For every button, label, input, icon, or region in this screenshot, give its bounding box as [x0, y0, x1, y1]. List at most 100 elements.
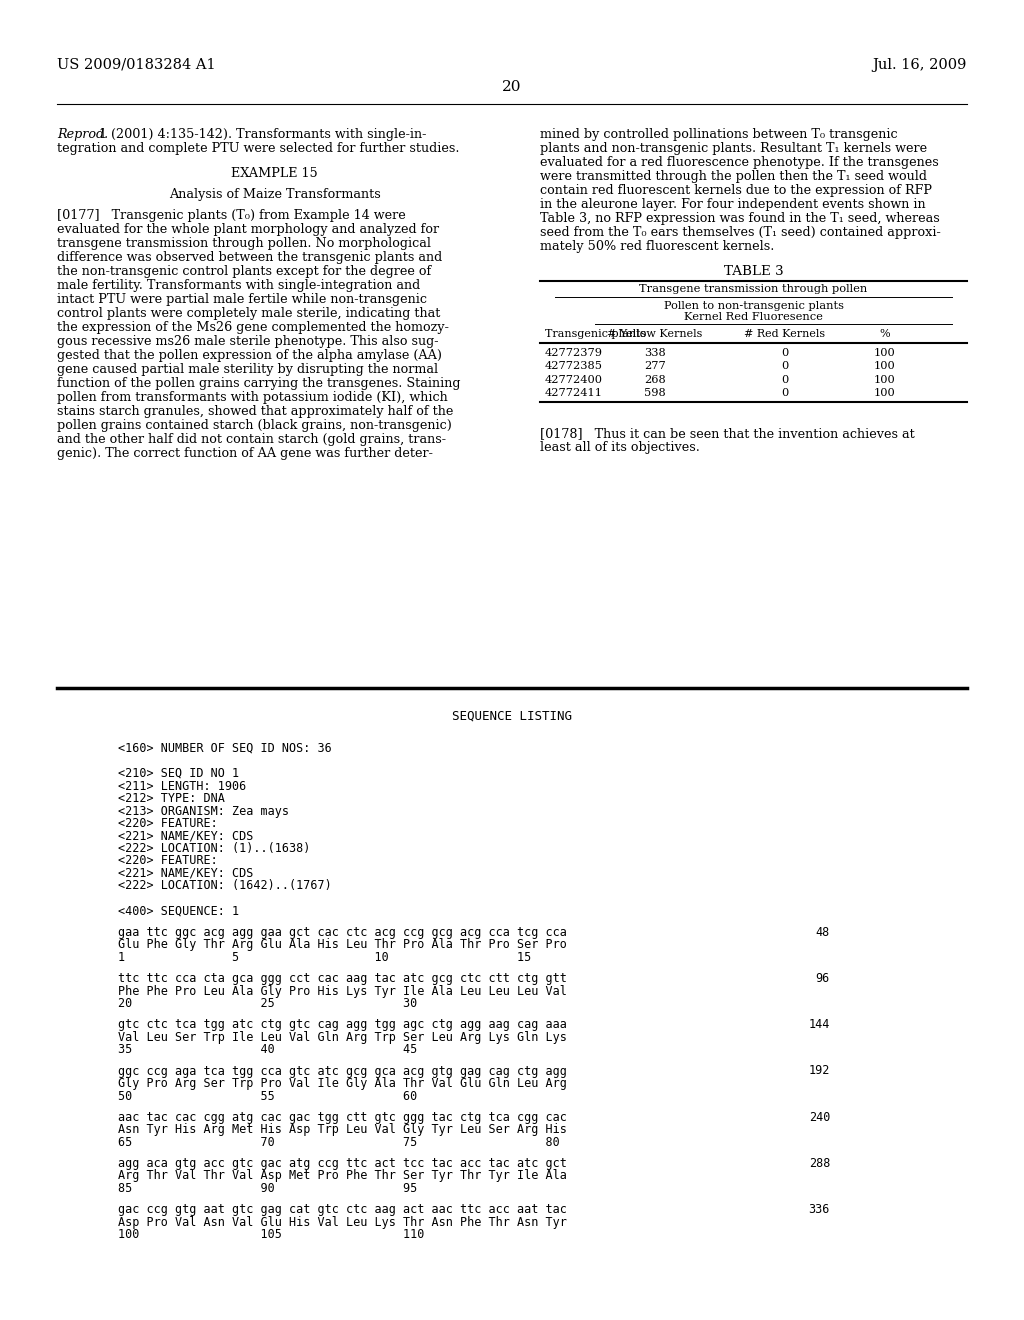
Text: function of the pollen grains carrying the transgenes. Staining: function of the pollen grains carrying t… — [57, 378, 461, 391]
Text: Val Leu Ser Trp Ile Leu Val Gln Arg Trp Ser Leu Arg Lys Gln Lys: Val Leu Ser Trp Ile Leu Val Gln Arg Trp … — [118, 1031, 567, 1044]
Text: evaluated for the whole plant morphology and analyzed for: evaluated for the whole plant morphology… — [57, 223, 439, 236]
Text: agg aca gtg acc gtc gac atg ccg ttc act tcc tac acc tac atc gct: agg aca gtg acc gtc gac atg ccg ttc act … — [118, 1158, 567, 1170]
Text: Asn Tyr His Arg Met His Asp Trp Leu Val Gly Tyr Leu Ser Arg His: Asn Tyr His Arg Met His Asp Trp Leu Val … — [118, 1123, 567, 1137]
Text: Jul. 16, 2009: Jul. 16, 2009 — [872, 58, 967, 73]
Text: <222> LOCATION: (1642)..(1767): <222> LOCATION: (1642)..(1767) — [118, 879, 332, 892]
Text: 100: 100 — [874, 388, 896, 399]
Text: intact PTU were partial male fertile while non-transgenic: intact PTU were partial male fertile whi… — [57, 293, 427, 306]
Text: <220> FEATURE:: <220> FEATURE: — [118, 854, 218, 867]
Text: 192: 192 — [809, 1064, 830, 1077]
Text: were transmitted through the pollen then the T₁ seed would: were transmitted through the pollen then… — [540, 170, 927, 183]
Text: 42772379: 42772379 — [545, 347, 603, 358]
Text: 100: 100 — [874, 362, 896, 371]
Text: mately 50% red fluorescent kernels.: mately 50% red fluorescent kernels. — [540, 240, 774, 253]
Text: genic). The correct function of AA gene was further deter-: genic). The correct function of AA gene … — [57, 447, 433, 461]
Text: SEQUENCE LISTING: SEQUENCE LISTING — [452, 710, 572, 723]
Text: 42772411: 42772411 — [545, 388, 603, 399]
Text: <220> FEATURE:: <220> FEATURE: — [118, 817, 218, 830]
Text: Transgene transmission through pollen: Transgene transmission through pollen — [639, 284, 867, 294]
Text: 268: 268 — [644, 375, 666, 384]
Text: contain red fluorescent kernels due to the expression of RFP: contain red fluorescent kernels due to t… — [540, 183, 932, 197]
Text: 277: 277 — [644, 362, 666, 371]
Text: [0177]   Transgenic plants (T₀) from Example 14 were: [0177] Transgenic plants (T₀) from Examp… — [57, 209, 406, 222]
Text: <213> ORGANISM: Zea mays: <213> ORGANISM: Zea mays — [118, 804, 289, 817]
Text: 598: 598 — [644, 388, 666, 399]
Text: pollen from transformants with potassium iodide (KI), which: pollen from transformants with potassium… — [57, 391, 447, 404]
Text: %: % — [880, 329, 890, 339]
Text: plants and non-transgenic plants. Resultant T₁ kernels were: plants and non-transgenic plants. Result… — [540, 143, 927, 154]
Text: in the aleurone layer. For four independent events shown in: in the aleurone layer. For four independ… — [540, 198, 926, 211]
Text: US 2009/0183284 A1: US 2009/0183284 A1 — [57, 58, 216, 73]
Text: control plants were completely male sterile, indicating that: control plants were completely male ster… — [57, 308, 440, 321]
Text: 96: 96 — [816, 972, 830, 985]
Text: difference was observed between the transgenic plants and: difference was observed between the tran… — [57, 251, 442, 264]
Text: 0: 0 — [781, 375, 788, 384]
Text: gtc ctc tca tgg atc ctg gtc cag agg tgg agc ctg agg aag cag aaa: gtc ctc tca tgg atc ctg gtc cag agg tgg … — [118, 1018, 567, 1031]
Text: Pollen to non-transgenic plants: Pollen to non-transgenic plants — [664, 301, 844, 310]
Text: 336: 336 — [809, 1204, 830, 1216]
Text: 338: 338 — [644, 347, 666, 358]
Text: <210> SEQ ID NO 1: <210> SEQ ID NO 1 — [118, 767, 240, 780]
Text: 0: 0 — [781, 347, 788, 358]
Text: gac ccg gtg aat gtc gag cat gtc ctc aag act aac ttc acc aat tac: gac ccg gtg aat gtc gag cat gtc ctc aag … — [118, 1204, 567, 1216]
Text: the non-transgenic control plants except for the degree of: the non-transgenic control plants except… — [57, 265, 431, 279]
Text: <211> LENGTH: 1906: <211> LENGTH: 1906 — [118, 780, 246, 792]
Text: 100: 100 — [874, 347, 896, 358]
Text: pollen grains contained starch (black grains, non-transgenic): pollen grains contained starch (black gr… — [57, 420, 452, 432]
Text: 0: 0 — [781, 362, 788, 371]
Text: the expression of the Ms26 gene complemented the homozy-: the expression of the Ms26 gene compleme… — [57, 321, 449, 334]
Text: Arg Thr Val Thr Val Asp Met Pro Phe Thr Ser Tyr Thr Tyr Ile Ala: Arg Thr Val Thr Val Asp Met Pro Phe Thr … — [118, 1170, 567, 1183]
Text: Asp Pro Val Asn Val Glu His Val Leu Lys Thr Asn Phe Thr Asn Tyr: Asp Pro Val Asn Val Glu His Val Leu Lys … — [118, 1216, 567, 1229]
Text: <221> NAME/KEY: CDS: <221> NAME/KEY: CDS — [118, 829, 253, 842]
Text: 35                  40                  45: 35 40 45 — [118, 1043, 417, 1056]
Text: 50                  55                  60: 50 55 60 — [118, 1089, 417, 1102]
Text: and the other half did not contain starch (gold grains, trans-: and the other half did not contain starc… — [57, 433, 446, 446]
Text: gene caused partial male sterility by disrupting the normal: gene caused partial male sterility by di… — [57, 363, 438, 376]
Text: aac tac cac cgg atg cac gac tgg ctt gtc ggg tac ctg tca cgg cac: aac tac cac cgg atg cac gac tgg ctt gtc … — [118, 1110, 567, 1123]
Text: 1               5                   10                  15: 1 5 10 15 — [118, 950, 531, 964]
Text: [0178]   Thus it can be seen that the invention achieves at: [0178] Thus it can be seen that the inve… — [540, 426, 914, 440]
Text: 42772385: 42772385 — [545, 362, 603, 371]
Text: stains starch granules, showed that approximately half of the: stains starch granules, showed that appr… — [57, 405, 454, 418]
Text: seed from the T₀ ears themselves (T₁ seed) contained approxi-: seed from the T₀ ears themselves (T₁ see… — [540, 226, 941, 239]
Text: ggc ccg aga tca tgg cca gtc atc gcg gca acg gtg gag cag ctg agg: ggc ccg aga tca tgg cca gtc atc gcg gca … — [118, 1064, 567, 1077]
Text: Kernel Red Fluoresence: Kernel Red Fluoresence — [684, 312, 823, 322]
Text: Reprod.: Reprod. — [57, 128, 109, 141]
Text: least all of its objectives.: least all of its objectives. — [540, 441, 699, 454]
Text: mined by controlled pollinations between T₀ transgenic: mined by controlled pollinations between… — [540, 128, 898, 141]
Text: 240: 240 — [809, 1110, 830, 1123]
Text: <221> NAME/KEY: CDS: <221> NAME/KEY: CDS — [118, 867, 253, 880]
Text: ttc ttc cca cta gca ggg cct cac aag tac atc gcg ctc ctt ctg gtt: ttc ttc cca cta gca ggg cct cac aag tac … — [118, 972, 567, 985]
Text: gous recessive ms26 male sterile phenotype. This also sug-: gous recessive ms26 male sterile phenoty… — [57, 335, 438, 348]
Text: # Red Kernels: # Red Kernels — [744, 329, 825, 339]
Text: gested that the pollen expression of the alpha amylase (AA): gested that the pollen expression of the… — [57, 350, 442, 362]
Text: 20                  25                  30: 20 25 30 — [118, 997, 417, 1010]
Text: 288: 288 — [809, 1158, 830, 1170]
Text: gaa ttc ggc acg agg gaa gct cac ctc acg ccg gcg acg cca tcg cca: gaa ttc ggc acg agg gaa gct cac ctc acg … — [118, 925, 567, 939]
Text: TABLE 3: TABLE 3 — [724, 265, 783, 279]
Text: <212> TYPE: DNA: <212> TYPE: DNA — [118, 792, 225, 805]
Text: 42772400: 42772400 — [545, 375, 603, 384]
Text: Glu Phe Gly Thr Arg Glu Ala His Leu Thr Pro Ala Thr Pro Ser Pro: Glu Phe Gly Thr Arg Glu Ala His Leu Thr … — [118, 939, 567, 952]
Text: 20: 20 — [502, 81, 522, 94]
Text: 65                  70                  75                  80: 65 70 75 80 — [118, 1135, 560, 1148]
Text: Gly Pro Arg Ser Trp Pro Val Ile Gly Ala Thr Val Glu Gln Leu Arg: Gly Pro Arg Ser Trp Pro Val Ile Gly Ala … — [118, 1077, 567, 1090]
Text: 100                 105                 110: 100 105 110 — [118, 1228, 424, 1241]
Text: 48: 48 — [816, 925, 830, 939]
Text: EXAMPLE 15: EXAMPLE 15 — [231, 168, 317, 181]
Text: 85                  90                  95: 85 90 95 — [118, 1181, 417, 1195]
Text: 100: 100 — [874, 375, 896, 384]
Text: 1 (2001) 4:135-142). Transformants with single-in-: 1 (2001) 4:135-142). Transformants with … — [95, 128, 426, 141]
Text: transgene transmission through pollen. No morphological: transgene transmission through pollen. N… — [57, 238, 431, 251]
Text: <222> LOCATION: (1)..(1638): <222> LOCATION: (1)..(1638) — [118, 842, 310, 855]
Text: Phe Phe Pro Leu Ala Gly Pro His Lys Tyr Ile Ala Leu Leu Leu Val: Phe Phe Pro Leu Ala Gly Pro His Lys Tyr … — [118, 985, 567, 998]
Text: tegration and complete PTU were selected for further studies.: tegration and complete PTU were selected… — [57, 143, 460, 154]
Text: 144: 144 — [809, 1018, 830, 1031]
Text: 0: 0 — [781, 388, 788, 399]
Text: # Yellow Kernels: # Yellow Kernels — [607, 329, 702, 339]
Text: Analysis of Maize Transformants: Analysis of Maize Transformants — [169, 189, 380, 201]
Text: <160> NUMBER OF SEQ ID NOS: 36: <160> NUMBER OF SEQ ID NOS: 36 — [118, 742, 332, 755]
Text: evaluated for a red fluorescence phenotype. If the transgenes: evaluated for a red fluorescence phenoty… — [540, 156, 939, 169]
Text: Table 3, no RFP expression was found in the T₁ seed, whereas: Table 3, no RFP expression was found in … — [540, 213, 940, 224]
Text: <400> SEQUENCE: 1: <400> SEQUENCE: 1 — [118, 904, 240, 917]
